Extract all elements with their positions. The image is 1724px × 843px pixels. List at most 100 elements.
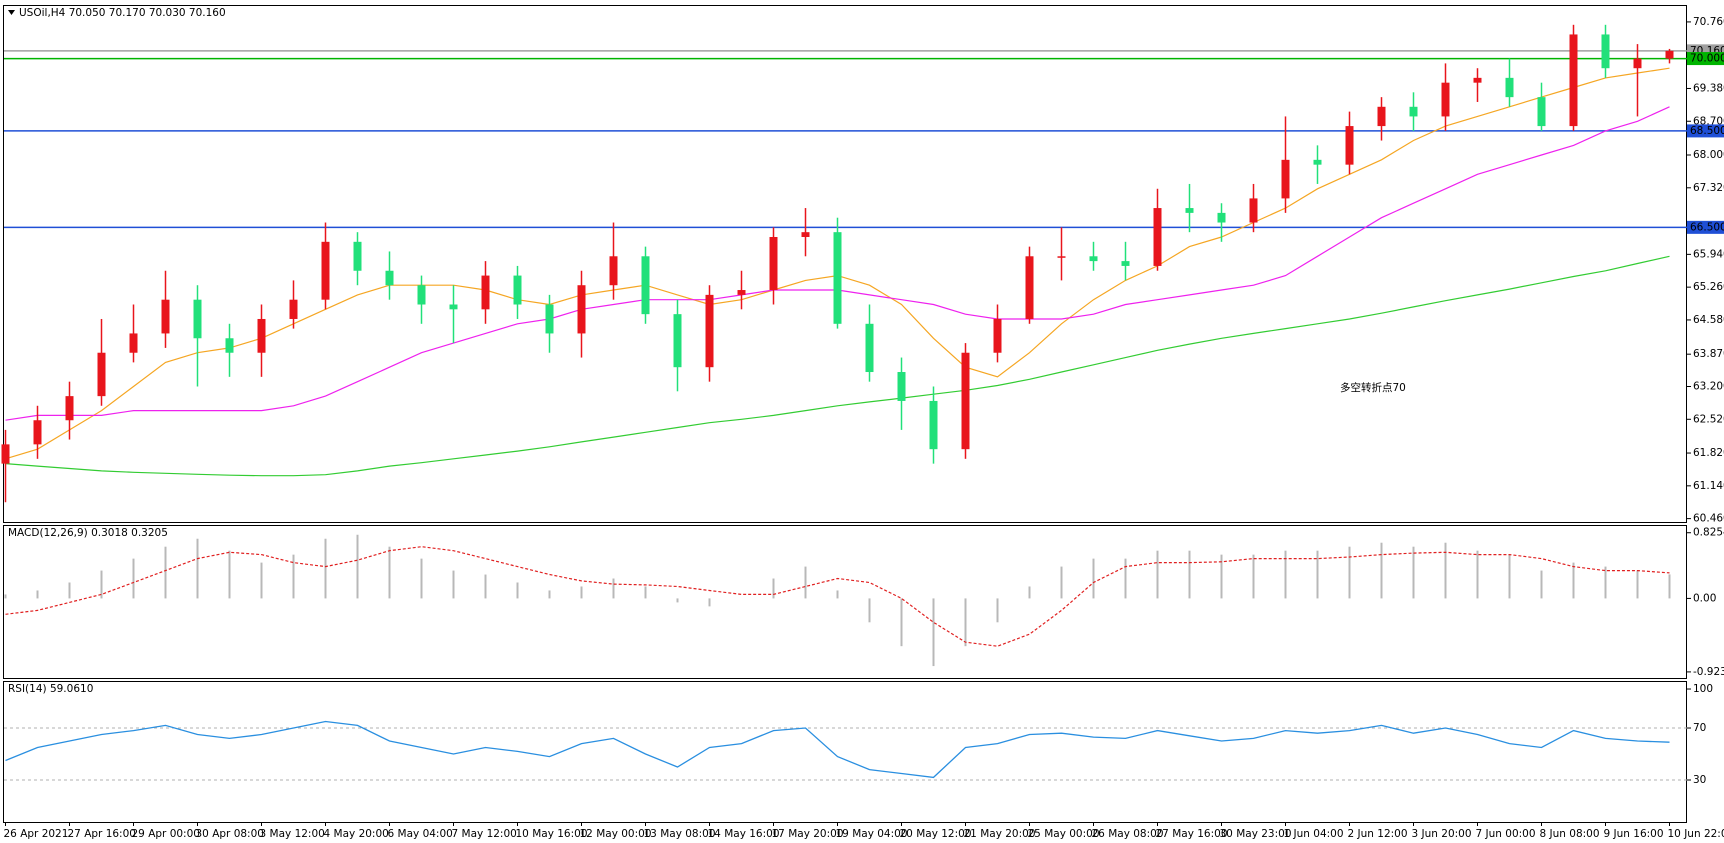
x-tick-label: 25 May 00:00 [1028, 828, 1100, 840]
candle-body [1313, 159, 1322, 165]
candle-body [449, 304, 458, 310]
x-tick-label: 9 Jun 16:00 [1604, 828, 1664, 840]
moving-average [5, 255, 1670, 477]
x-tick-label: 21 May 20:00 [964, 828, 1036, 840]
y-tick-label: 0.00 [1693, 592, 1716, 604]
y-tick-label: 62.520 [1693, 413, 1724, 425]
macd-panel [3, 525, 1687, 679]
y-tick-label: 70 [1693, 722, 1706, 734]
x-tick-label: 19 May 04:00 [836, 828, 908, 840]
candle-body [961, 352, 970, 450]
candle-body [1569, 34, 1578, 127]
x-tick-label: 10 May 16:00 [516, 828, 588, 840]
candle-body [545, 304, 554, 334]
y-tick-label: 63.870 [1693, 348, 1724, 360]
macd-header: MACD(12,26,9) 0.3018 0.3205 [8, 527, 168, 539]
y-tick-label: 64.580 [1693, 314, 1724, 326]
candle-body [673, 314, 682, 368]
candle-body [1665, 50, 1674, 59]
candle-body [897, 372, 906, 401]
x-tick-label: 8 Jun 08:00 [1540, 828, 1600, 840]
y-tick-label: 63.200 [1693, 380, 1724, 392]
candle-body [385, 270, 394, 286]
y-tick-label: 100 [1693, 683, 1713, 695]
candle-body [193, 299, 202, 339]
price-tag [1687, 52, 1724, 66]
candle-body [321, 241, 330, 300]
x-tick-label: 26 Apr 2021 [4, 828, 69, 840]
candle-body [225, 338, 234, 353]
y-tick-label: 67.320 [1693, 182, 1724, 194]
x-tick-label: 29 Apr 00:00 [132, 828, 200, 840]
x-tick-label: 1 Jun 04:00 [1284, 828, 1344, 840]
candle-body [737, 290, 746, 295]
x-tick-label: 26 May 08:00 [1092, 828, 1164, 840]
rsi-header: RSI(14) 59.0610 [8, 683, 93, 695]
candle-body [161, 299, 170, 334]
x-tick-label: 13 May 08:00 [644, 828, 716, 840]
price-tag [1687, 220, 1724, 234]
candle-body [1537, 97, 1546, 127]
x-tick-label: 30 May 23:00 [1220, 828, 1292, 840]
y-tick-label: 65.940 [1693, 248, 1724, 260]
y-tick-label: 61.140 [1693, 480, 1724, 492]
x-tick-label: 30 Apr 08:00 [196, 828, 264, 840]
y-tick-label: 69.380 [1693, 82, 1724, 94]
x-tick-label: 7 May 12:00 [452, 828, 517, 840]
x-tick-label: 27 May 16:00 [1156, 828, 1228, 840]
candle-body [705, 294, 714, 368]
candle-body [1057, 256, 1066, 258]
candle-body [1505, 77, 1514, 98]
y-tick-label: 65.260 [1693, 281, 1724, 293]
x-tick-label: 3 May 12:00 [260, 828, 325, 840]
candle-body [1281, 159, 1290, 199]
x-tick-label: 6 May 04:00 [388, 828, 453, 840]
candle-body [513, 275, 522, 305]
price-tag [1687, 124, 1724, 138]
candle-body [1249, 198, 1258, 223]
candle-body [257, 318, 266, 353]
x-tick-label: 17 May 20:00 [772, 828, 844, 840]
x-tick-label: 27 Apr 16:00 [68, 828, 136, 840]
candle-body [993, 318, 1002, 353]
candle-body [833, 232, 842, 324]
y-tick-label: 0.8254 [1693, 527, 1724, 539]
price-tag-label: 70.000 [1690, 53, 1724, 65]
candle-body [801, 232, 810, 237]
candle-body [1217, 212, 1226, 223]
candle-body [929, 400, 938, 450]
candle-body [641, 256, 650, 315]
x-tick-label: 3 Jun 20:00 [1412, 828, 1472, 840]
candle-body [97, 352, 106, 397]
x-tick-label: 2 Jun 12:00 [1348, 828, 1408, 840]
symbol-header: USOil,H4 70.050 70.170 70.030 70.160 [19, 7, 226, 19]
x-tick-label: 4 May 20:00 [324, 828, 389, 840]
rsi-line [5, 720, 1670, 779]
candle-body [65, 396, 74, 421]
candle-body [769, 236, 778, 291]
candle-body [289, 299, 298, 319]
candle-body [1025, 256, 1034, 319]
candle-body [1121, 261, 1130, 266]
candle-body [417, 285, 426, 305]
x-tick-label: 7 Jun 00:00 [1476, 828, 1536, 840]
candle-body [129, 333, 138, 353]
rsi-panel [3, 681, 1687, 823]
price-tag-label: 66.500 [1690, 221, 1724, 233]
candle-body [1, 444, 10, 464]
candle-body [353, 241, 362, 271]
candle-body [1409, 106, 1418, 117]
candle-body [1601, 34, 1610, 69]
candle-body [1377, 106, 1386, 127]
annotation: 多空转折点70 [1340, 381, 1406, 394]
y-tick-label: 30 [1693, 774, 1706, 786]
x-tick-label: 12 May 00:00 [580, 828, 652, 840]
candle-body [609, 256, 618, 286]
signal-line [5, 546, 1670, 647]
dropdown-icon [8, 10, 15, 15]
x-tick-label: 20 May 12:00 [900, 828, 972, 840]
x-tick-label: 10 Jun 22:00 [1668, 828, 1724, 840]
y-tick-label: 60.460 [1693, 513, 1724, 525]
